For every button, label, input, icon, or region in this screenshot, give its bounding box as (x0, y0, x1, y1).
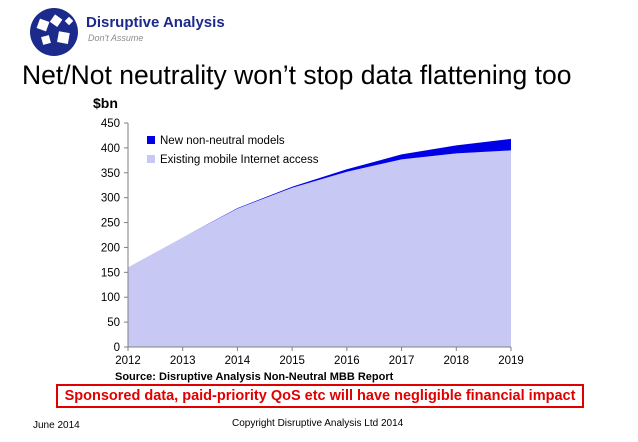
y-tick-label: 200 (101, 242, 120, 254)
x-tick-label: 2015 (279, 355, 305, 367)
footer-copyright: Copyright Disruptive Analysis Ltd 2014 (232, 418, 404, 429)
y-tick-label: 250 (101, 218, 120, 230)
y-tick-label: 0 (114, 342, 120, 354)
brand-tagline: Don't Assume (88, 33, 144, 43)
y-axis-label: $bn (93, 95, 118, 111)
x-tick-label: 2013 (170, 355, 196, 367)
x-tick-label: 2018 (443, 355, 469, 367)
y-tick-label: 100 (101, 292, 120, 304)
slide-title: Net/Not neutrality won’t stop data flatt… (22, 60, 572, 90)
legend-swatch (147, 155, 155, 163)
callout-box: Sponsored data, paid-priority QoS etc wi… (56, 384, 584, 408)
area-new-non-neutral-models (128, 138, 511, 268)
brand-logo-icon (30, 8, 78, 56)
x-tick-label: 2019 (498, 355, 524, 367)
y-tick-label: 450 (101, 118, 120, 130)
x-tick-label: 2012 (115, 355, 141, 367)
y-tick-label: 350 (101, 168, 120, 180)
x-tick-label: 2017 (389, 355, 415, 367)
footer-date: June 2014 (33, 420, 80, 431)
brand-name: Disruptive Analysis (86, 14, 225, 31)
legend-label: Existing mobile Internet access (160, 154, 319, 166)
y-tick-label: 50 (107, 317, 120, 329)
legend-label: New non-neutral models (160, 135, 285, 147)
y-tick-label: 150 (101, 267, 120, 279)
x-tick-label: 2014 (225, 355, 251, 367)
legend-swatch (147, 136, 155, 144)
y-tick-label: 400 (101, 143, 120, 155)
chart-source: Source: Disruptive Analysis Non-Neutral … (115, 371, 394, 383)
x-tick-label: 2016 (334, 355, 360, 367)
area-existing-mobile-internet-access (128, 150, 511, 347)
y-tick-label: 300 (101, 193, 120, 205)
